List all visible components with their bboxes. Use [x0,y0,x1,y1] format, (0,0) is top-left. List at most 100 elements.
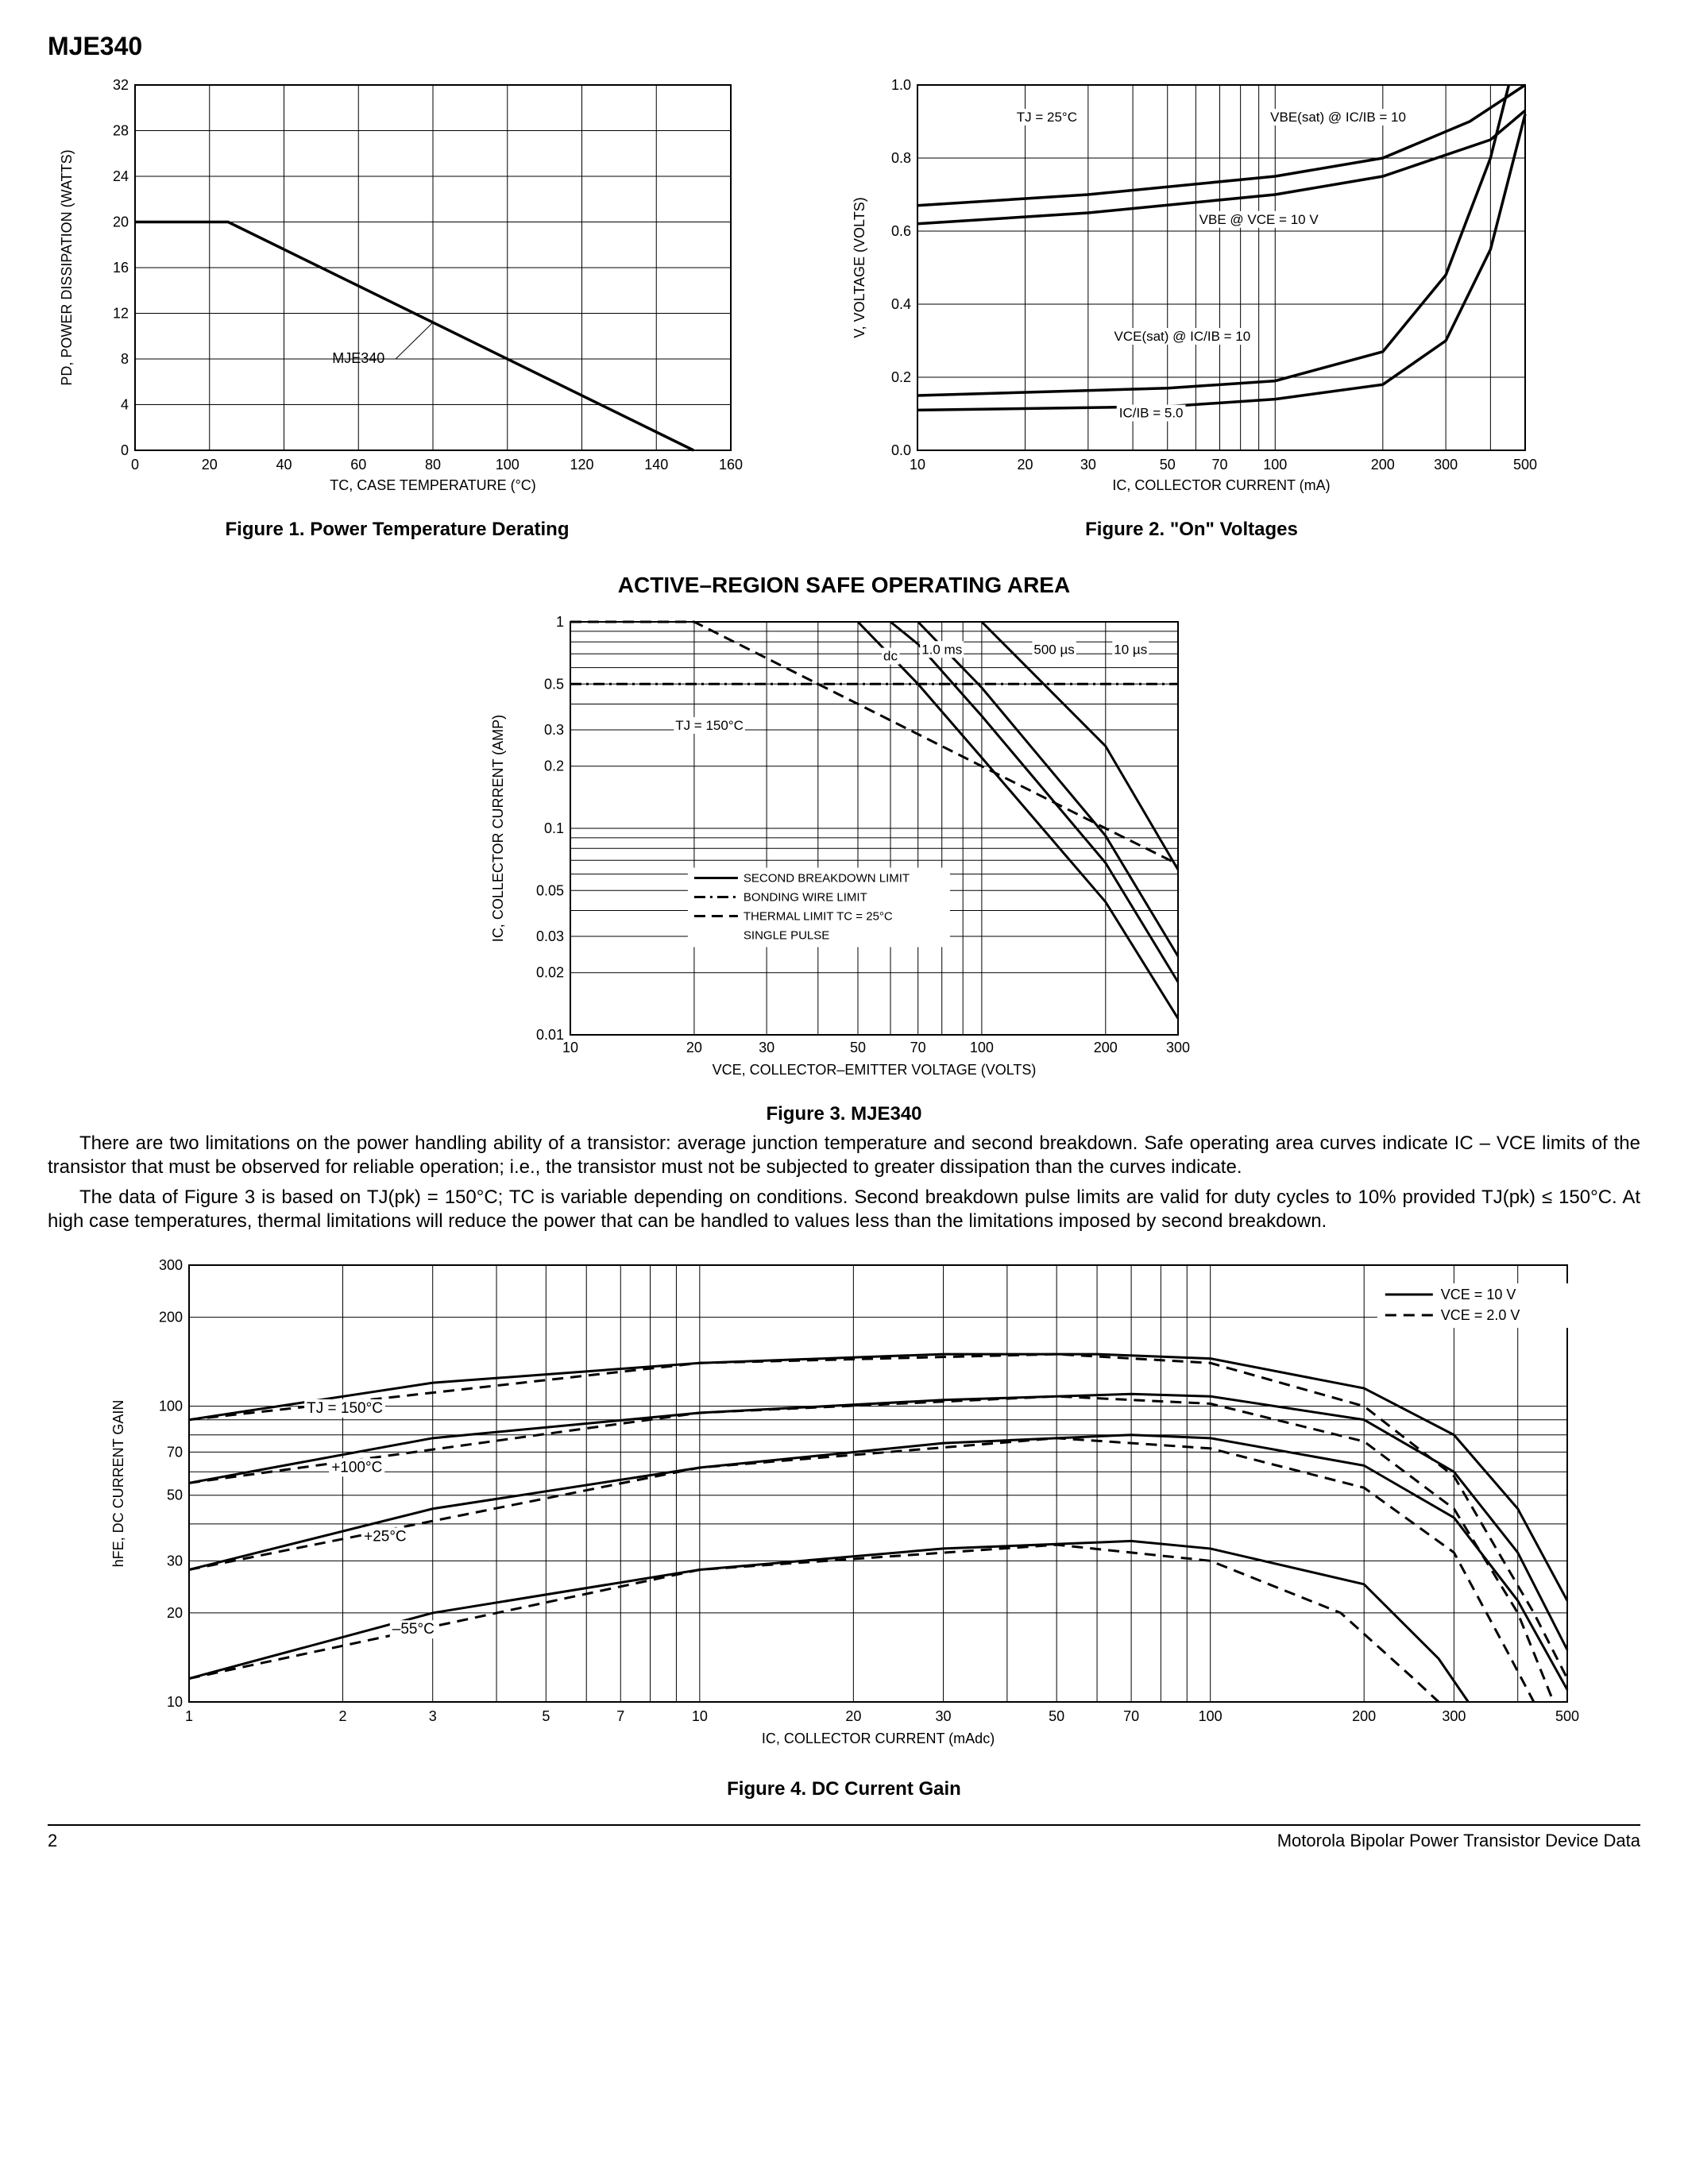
figure-1-chart: 020406080100120140160048121620242832MJE3… [48,69,747,514]
svg-text:20: 20 [686,1040,701,1055]
svg-text:4: 4 [121,397,129,413]
svg-text:IC, COLLECTOR CURRENT (mA): IC, COLLECTOR CURRENT (mA) [1112,477,1330,493]
page-number: 2 [48,1831,57,1851]
svg-text:100: 100 [1198,1708,1222,1724]
svg-text:0.5: 0.5 [543,676,563,692]
figure-3-chart: 10203050701002003000.010.020.030.050.10.… [479,606,1210,1098]
svg-text:0.02: 0.02 [535,965,563,981]
svg-text:50: 50 [166,1488,182,1503]
svg-text:20: 20 [166,1605,182,1621]
figure-3-block: 10203050701002003000.010.020.030.050.10.… [48,606,1640,1125]
svg-text:dc: dc [883,649,898,664]
figure-4-caption: Figure 4. DC Current Gain [727,1778,961,1800]
svg-text:0.3: 0.3 [543,722,563,738]
svg-text:30: 30 [759,1040,774,1055]
svg-text:200: 200 [1093,1040,1117,1055]
svg-text:IC/IB = 5.0: IC/IB = 5.0 [1119,406,1184,421]
svg-text:10 µs: 10 µs [1114,642,1147,657]
svg-text:0.8: 0.8 [891,150,911,166]
svg-text:60: 60 [350,457,366,473]
figure-2-block: 10203050701002003005000.00.20.40.60.81.0… [842,69,1541,541]
svg-text:0.01: 0.01 [535,1027,563,1043]
svg-text:VBE @ VCE = 10 V: VBE @ VCE = 10 V [1199,212,1319,227]
svg-text:30: 30 [935,1708,951,1724]
svg-text:V, VOLTAGE (VOLTS): V, VOLTAGE (VOLTS) [852,197,867,338]
svg-text:500 µs: 500 µs [1033,642,1074,657]
svg-text:1.0: 1.0 [891,77,911,93]
figure-3-caption: Figure 3. MJE340 [766,1103,921,1125]
figure-4-block: 1235710203050701002003005001020305070100… [48,1249,1640,1800]
svg-text:0.05: 0.05 [535,882,563,898]
svg-text:20: 20 [202,457,218,473]
figure-4-chart: 1235710203050701002003005001020305070100… [98,1249,1591,1773]
svg-text:VCE, COLLECTOR–EMITTER VOLTAGE: VCE, COLLECTOR–EMITTER VOLTAGE (VOLTS) [712,1062,1036,1078]
svg-text:40: 40 [276,457,292,473]
svg-text:8: 8 [121,351,129,367]
svg-text:SECOND BREAKDOWN LIMIT: SECOND BREAKDOWN LIMIT [743,872,909,886]
svg-text:VCE = 2.0 V: VCE = 2.0 V [1440,1307,1520,1323]
svg-text:10: 10 [910,457,925,473]
svg-text:300: 300 [158,1257,182,1273]
svg-text:70: 70 [1123,1708,1139,1724]
svg-text:200: 200 [1371,457,1395,473]
svg-text:–55°C: –55°C [392,1621,434,1638]
svg-text:7: 7 [616,1708,624,1724]
svg-text:100: 100 [158,1399,182,1414]
svg-text:0.0: 0.0 [891,442,911,458]
svg-text:SINGLE PULSE: SINGLE PULSE [743,929,829,943]
svg-text:200: 200 [1352,1708,1376,1724]
svg-text:0: 0 [121,442,129,458]
part-number: MJE340 [48,32,1640,61]
svg-text:2: 2 [338,1708,346,1724]
svg-text:0: 0 [131,457,139,473]
top-charts-row: 020406080100120140160048121620242832MJE3… [48,69,1640,541]
svg-text:0.4: 0.4 [891,296,911,312]
svg-text:70: 70 [1212,457,1228,473]
svg-text:16: 16 [113,260,129,276]
svg-text:1: 1 [555,614,563,630]
svg-text:5: 5 [542,1708,550,1724]
svg-text:VCE(sat) @ IC/IB = 10: VCE(sat) @ IC/IB = 10 [1114,329,1250,344]
svg-text:100: 100 [1263,457,1287,473]
svg-text:70: 70 [166,1444,182,1460]
svg-text:10: 10 [691,1708,707,1724]
svg-text:1: 1 [184,1708,192,1724]
svg-text:0.2: 0.2 [891,369,911,385]
svg-text:1.0 ms: 1.0 ms [921,642,962,657]
svg-text:70: 70 [910,1040,925,1055]
svg-text:100: 100 [496,457,520,473]
svg-text:10: 10 [562,1040,577,1055]
svg-text:TC, CASE TEMPERATURE (°C): TC, CASE TEMPERATURE (°C) [330,477,536,493]
figure-1-block: 020406080100120140160048121620242832MJE3… [48,69,747,541]
svg-text:0.2: 0.2 [543,758,563,774]
svg-text:THERMAL LIMIT TC = 25°C: THERMAL LIMIT TC = 25°C [743,910,892,924]
svg-text:20: 20 [845,1708,861,1724]
svg-text:100: 100 [969,1040,993,1055]
svg-text:28: 28 [113,123,129,139]
footer-text: Motorola Bipolar Power Transistor Device… [1277,1831,1640,1851]
svg-text:500: 500 [1555,1708,1578,1724]
svg-text:TJ = 150°C: TJ = 150°C [307,1400,383,1417]
svg-text:140: 140 [644,457,668,473]
svg-text:TJ = 150°C: TJ = 150°C [675,718,744,733]
svg-text:50: 50 [1049,1708,1064,1724]
svg-text:20: 20 [1018,457,1033,473]
svg-text:hFE, DC CURRENT GAIN: hFE, DC CURRENT GAIN [110,1400,126,1568]
svg-text:24: 24 [113,168,129,184]
figure-1-caption: Figure 1. Power Temperature Derating [226,519,570,541]
svg-text:300: 300 [1165,1040,1189,1055]
svg-text:300: 300 [1434,457,1458,473]
svg-text:50: 50 [1160,457,1176,473]
svg-text:10: 10 [166,1694,182,1710]
svg-text:IC, COLLECTOR CURRENT (mAdc): IC, COLLECTOR CURRENT (mAdc) [761,1731,994,1746]
svg-text:0.1: 0.1 [543,820,563,836]
svg-text:500: 500 [1513,457,1537,473]
svg-text:VCE = 10 V: VCE = 10 V [1440,1287,1516,1302]
figure-2-caption: Figure 2. "On" Voltages [1085,519,1298,541]
svg-text:160: 160 [719,457,743,473]
svg-text:+100°C: +100°C [331,1459,382,1476]
svg-text:20: 20 [113,214,129,230]
svg-text:MJE340: MJE340 [332,350,384,366]
svg-text:12: 12 [113,306,129,322]
svg-text:TJ = 25°C: TJ = 25°C [1017,110,1077,125]
